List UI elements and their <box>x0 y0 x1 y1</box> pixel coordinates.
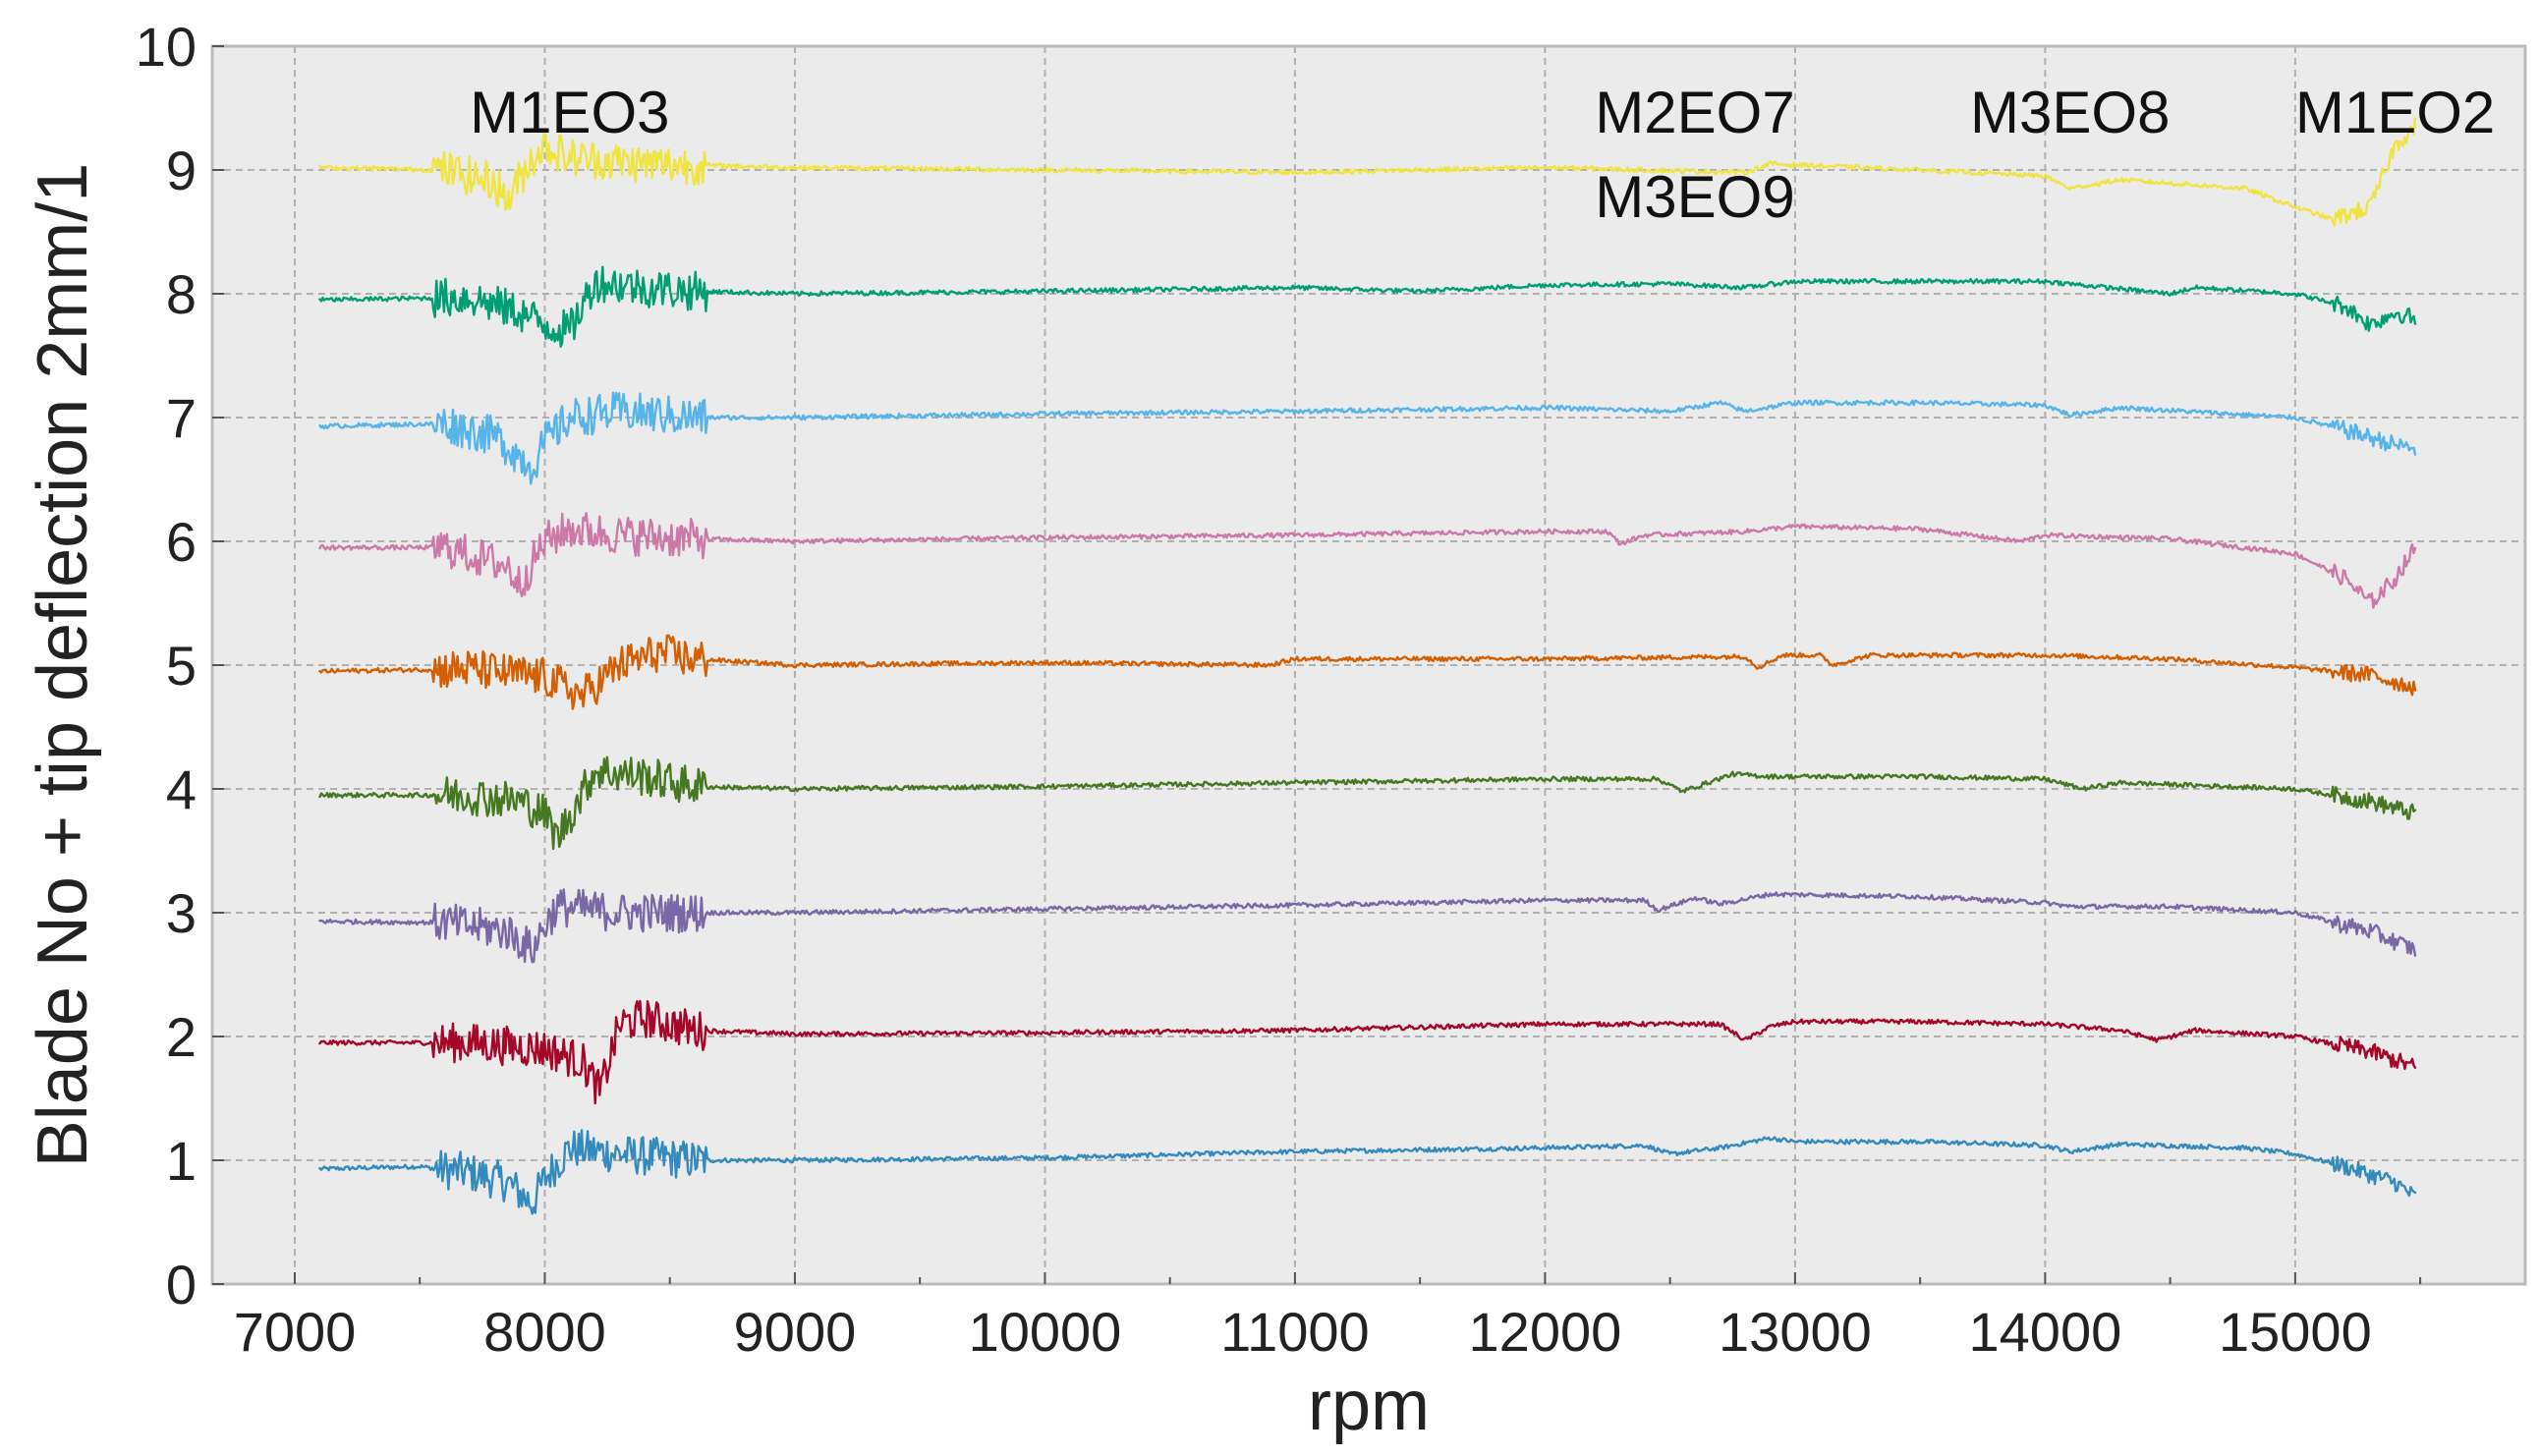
y-axis-title: Blade No + tip deflection 2mm/1 <box>24 163 102 1168</box>
x-tick-label: 13000 <box>1719 1301 1872 1363</box>
annotation-label: M3EO8 <box>1970 80 2170 145</box>
series-line-blade-6 <box>318 512 2417 609</box>
series-line-blade-4 <box>318 756 2417 851</box>
annotation-label: M1EO2 <box>2295 80 2495 145</box>
y-tick-label: 0 <box>166 1254 197 1316</box>
y-tick-label: 8 <box>166 263 197 325</box>
series-line-blade-5 <box>318 634 2417 710</box>
y-tick-label: 1 <box>166 1130 197 1192</box>
annotation-label: M3EO9 <box>1595 164 1794 230</box>
series-line-blade-9 <box>318 117 2417 227</box>
y-tick-label: 9 <box>166 140 197 201</box>
series-line-blade-2 <box>318 999 2417 1105</box>
x-tick-label: 12000 <box>1469 1301 1622 1363</box>
series-line-blade-8 <box>318 265 2417 348</box>
x-tick-label: 9000 <box>734 1301 857 1363</box>
series-line-blade-1 <box>318 1129 2417 1215</box>
x-tick-label: 11000 <box>1220 1301 1370 1363</box>
series-line-blade-3 <box>318 888 2417 964</box>
x-tick-label: 14000 <box>1969 1301 2122 1363</box>
y-tick-label: 6 <box>166 511 197 573</box>
annotation-label: M1EO3 <box>470 80 669 145</box>
y-tick-label: 10 <box>136 16 197 78</box>
y-tick-label: 5 <box>166 635 197 697</box>
x-tick-label: 7000 <box>234 1301 357 1363</box>
grid <box>212 46 2525 1284</box>
series-group <box>318 117 2417 1215</box>
y-tick-label: 3 <box>166 882 197 944</box>
annotations: M1EO3 M2EO7 M3EO9 M3EO8 M1EO2 <box>470 80 2495 230</box>
series-line-blade-7 <box>318 391 2417 485</box>
y-tick-label: 2 <box>166 1006 197 1068</box>
x-tick-label: 15000 <box>2219 1301 2372 1363</box>
annotation-label: M2EO7 <box>1595 80 1794 145</box>
x-tick-label: 10000 <box>969 1301 1122 1363</box>
y-tick-label: 7 <box>166 387 197 449</box>
y-tick-label: 4 <box>166 758 197 820</box>
x-axis-title: rpm <box>1308 1367 1430 1445</box>
axis-ticks: 7000 8000 9000 10000 11000 12000 13000 14000 150… <box>136 16 2422 1363</box>
x-tick-label: 8000 <box>483 1301 606 1363</box>
